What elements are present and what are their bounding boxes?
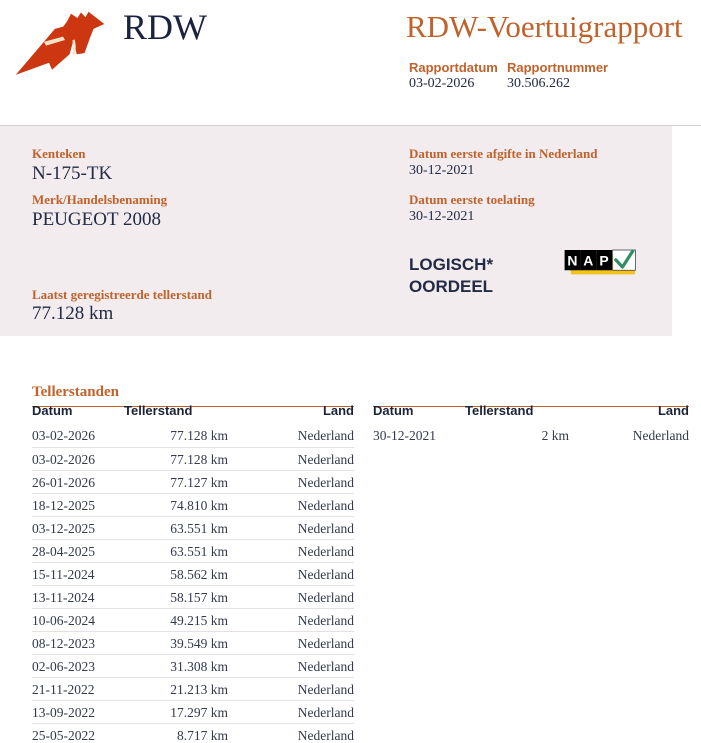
svg-text:N: N bbox=[567, 253, 577, 269]
svg-text:P: P bbox=[599, 253, 608, 269]
svg-text:A: A bbox=[583, 253, 593, 269]
